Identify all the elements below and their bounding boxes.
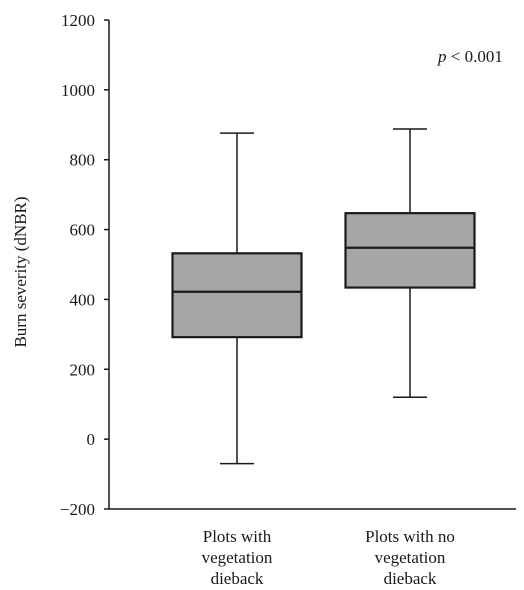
category-label-line: vegetation bbox=[375, 548, 446, 567]
y-tick-label: 600 bbox=[70, 221, 96, 240]
box-group bbox=[344, 128, 476, 398]
category-label: Plots with no vegetation dieback bbox=[365, 527, 455, 588]
y-tick-label: 0 bbox=[87, 430, 96, 449]
iqr-box bbox=[171, 252, 303, 339]
y-tick-label: −200 bbox=[60, 500, 95, 519]
category-label-line: vegetation bbox=[202, 548, 273, 567]
y-tick-label: 200 bbox=[70, 360, 96, 379]
p-value-text: < 0.001 bbox=[447, 47, 503, 66]
y-tick-label: 1000 bbox=[61, 81, 95, 100]
box-group bbox=[171, 132, 303, 465]
category-label-line: Plots with no bbox=[365, 527, 455, 546]
p-symbol: p bbox=[437, 47, 447, 66]
box-series bbox=[171, 128, 476, 465]
iqr-box bbox=[344, 212, 476, 289]
y-tick-label: 800 bbox=[70, 151, 96, 170]
y-tick-label: 400 bbox=[70, 290, 96, 309]
category-label-line: dieback bbox=[384, 569, 437, 588]
y-tick-label: 1200 bbox=[61, 11, 95, 30]
category-label-line: Plots with bbox=[203, 527, 272, 546]
labels: −200 0 200 400 600 800 1000 1200 Plots with veget… bbox=[60, 11, 455, 588]
y-axis-title: Burn severity (dNBR) bbox=[11, 196, 30, 347]
category-label: Plots with vegetation dieback bbox=[202, 527, 273, 588]
category-label-line: dieback bbox=[211, 569, 264, 588]
p-value-annotation: p < 0.001 bbox=[437, 47, 503, 66]
axes bbox=[104, 19, 516, 510]
